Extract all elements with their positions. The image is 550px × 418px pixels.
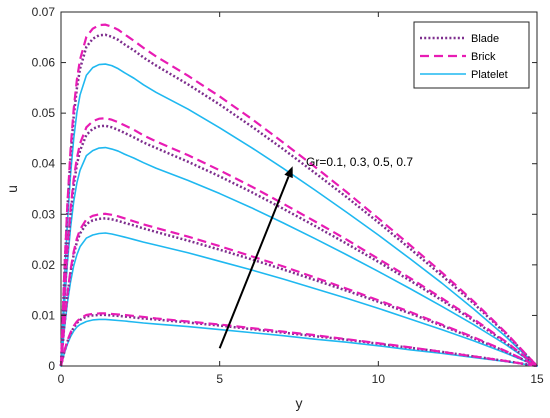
series-brick-line <box>59 212 538 367</box>
y-tick-label: 0.01 <box>32 308 56 322</box>
series-brick-line <box>59 23 538 367</box>
series-platelet-line <box>60 232 538 367</box>
series-blade-line <box>59 313 538 368</box>
y-tick-label: 0 <box>48 359 55 373</box>
y-tick-label: 0.02 <box>32 258 56 272</box>
annotation-text: Gr=0.1, 0.3, 0.5, 0.7 <box>306 155 413 169</box>
series-brick-line <box>59 312 538 368</box>
y-tick-label: 0.03 <box>32 207 56 221</box>
series-brick-line <box>59 117 538 367</box>
annotation-arrow <box>218 176 290 349</box>
curves-layer <box>59 23 538 368</box>
x-tick-label: 0 <box>58 372 65 386</box>
annotation: Gr=0.1, 0.3, 0.5, 0.7 <box>218 155 413 349</box>
y-tick-label: 0.05 <box>32 106 56 120</box>
legend-label-blade: Blade <box>471 33 499 45</box>
series-platelet-line <box>60 146 538 367</box>
legend-box <box>413 21 530 89</box>
series-platelet-line <box>60 63 538 367</box>
legend-label-platelet: Platelet <box>471 69 508 81</box>
series-blade-line <box>59 33 538 367</box>
x-tick-label: 15 <box>530 372 544 386</box>
x-tick-label: 10 <box>372 372 386 386</box>
legend-label-brick: Brick <box>471 51 496 63</box>
x-axis-label: y <box>296 395 303 411</box>
annotation-arrow-head <box>284 166 293 179</box>
series-blade-line <box>59 124 538 368</box>
series-blade-line <box>59 217 538 368</box>
y-tick-label: 0.07 <box>32 5 56 19</box>
y-axis-label: u <box>4 185 20 193</box>
x-tick-label: 5 <box>216 372 223 386</box>
series-platelet-line <box>60 318 538 367</box>
legend: Blade Brick Platelet <box>413 21 530 89</box>
y-tick-label: 0.04 <box>32 157 56 171</box>
y-tick-label: 0.06 <box>32 56 56 70</box>
ticks-layer: 0 5 10 15 0 0.01 0.02 0.03 0.04 0.05 0.06 0.07 <box>32 5 544 386</box>
